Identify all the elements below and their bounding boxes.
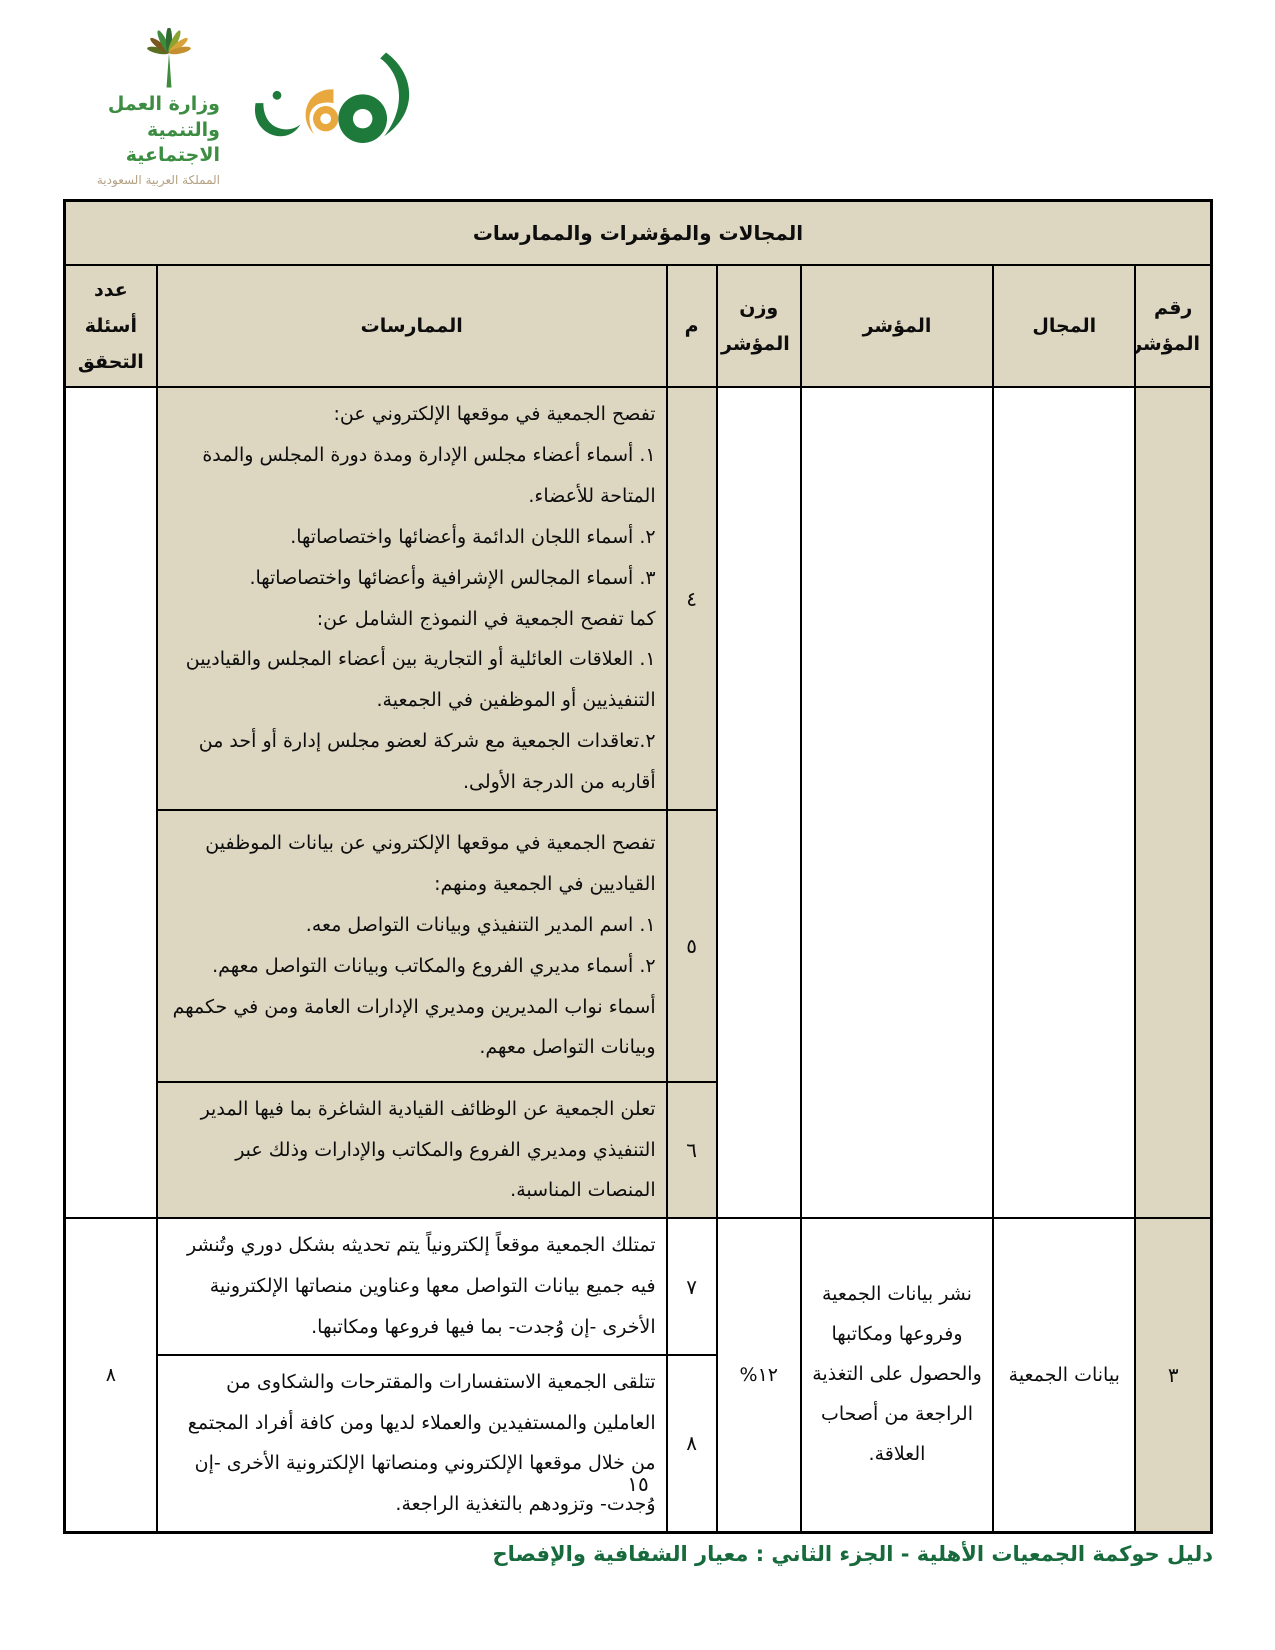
table-title: المجالات والمؤشرات والممارسات <box>63 199 1213 266</box>
domain-cell <box>992 386 1137 1220</box>
col-header-indicator-number: رقم المؤشر <box>1134 263 1213 389</box>
col-header-verification: عدد أسئلة التحقق <box>63 263 158 389</box>
practice-serial: ٥ <box>665 808 718 1083</box>
col-header-serial: م <box>665 263 718 389</box>
document-footer-title: دليل حوكمة الجمعيات الأهلية - الجزء الثا… <box>492 1542 1213 1566</box>
indicator-number-cell: ٣ <box>1134 1217 1213 1534</box>
col-header-practices: الممارسات <box>155 263 668 389</box>
indicator-number-cell <box>1134 386 1213 1220</box>
practice-text: تفصح الجمعية في موقعها الإلكتروني عن: ١.… <box>155 386 668 811</box>
col-header-domain: المجال <box>992 263 1137 389</box>
col-header-weight: وزن المؤشر <box>715 263 802 389</box>
governance-table: المجالات والمؤشرات والممارسات رقم المؤشر… <box>63 199 1213 1535</box>
col-header-indicator: المؤشر <box>799 263 995 389</box>
indicator-cell <box>799 386 995 1220</box>
practice-serial: ٤ <box>665 386 718 811</box>
platform-calligraphy-logo <box>254 52 410 144</box>
ministry-name-line2: والتنمية الاجتماعية <box>125 118 220 167</box>
practice-serial: ٨ <box>665 1353 718 1534</box>
practice-serial: ٧ <box>665 1217 718 1356</box>
practice-serial: ٦ <box>665 1080 718 1220</box>
ministry-logo: وزارة العمل والتنمية الاجتماعية المملكة … <box>50 28 220 187</box>
weight-cell: ١٢% <box>715 1217 802 1534</box>
page-number: ١٥ <box>627 1472 649 1496</box>
weight-cell <box>715 386 802 1220</box>
domain-cell: بيانات الجمعية <box>992 1217 1137 1534</box>
practice-text: تتلقى الجمعية الاستفسارات والمقترحات وال… <box>155 1353 668 1534</box>
practice-text: تمتلك الجمعية موقعاً إلكترونياً يتم تحدي… <box>155 1217 668 1356</box>
verification-count-cell <box>63 386 158 1220</box>
header-logos: وزارة العمل والتنمية الاجتماعية المملكة … <box>50 20 470 187</box>
practice-text: تعلن الجمعية عن الوظائف القيادية الشاغرة… <box>155 1080 668 1220</box>
ministry-name-line1: وزارة العمل <box>107 93 220 115</box>
palm-tree-icon <box>147 28 191 88</box>
indicator-cell: نشر بيانات الجمعية وفروعها ومكاتبها والح… <box>799 1217 995 1534</box>
verification-count-cell: ٨ <box>63 1217 158 1534</box>
practice-text: تفصح الجمعية في موقعها الإلكتروني عن بيا… <box>155 808 668 1083</box>
ministry-country-line: المملكة العربية السعودية <box>96 172 220 187</box>
